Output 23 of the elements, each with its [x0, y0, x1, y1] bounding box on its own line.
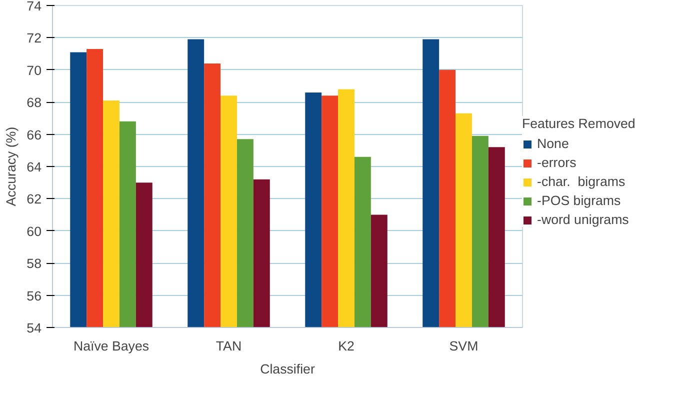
y-tick-label: 58 [26, 256, 42, 272]
x-tick-label: TAN [216, 338, 242, 354]
y-tick-label: 72 [26, 30, 42, 46]
legend-label: -char. bigrams [537, 174, 626, 189]
legend-label: -POS bigrams [537, 193, 621, 208]
x-tick-label: SVM [449, 338, 478, 354]
y-tick-label: 54 [26, 320, 42, 336]
x-tick-label: Naïve Bayes [73, 338, 150, 354]
legend-label: -word unigrams [537, 212, 629, 227]
y-tick-label: 62 [26, 192, 42, 207]
x-axis-title: Classifier [260, 362, 316, 376]
y-tick-label: 74 [26, 0, 42, 14]
y-tick-label: 68 [26, 95, 42, 110]
x-tick-label: K2 [338, 338, 354, 354]
y-tick-label: 56 [26, 288, 42, 304]
y-tick-label: 64 [26, 160, 42, 174]
y-tick-label: 60 [26, 224, 42, 239]
y-axis-title: Accuracy (%) [4, 126, 19, 206]
y-tick-label: 70 [26, 62, 42, 78]
y-tick-label: 66 [26, 127, 42, 142]
legend-title: Features Removed [522, 116, 636, 131]
legend-label: None [537, 136, 569, 151]
legend-label: -errors [537, 155, 576, 170]
